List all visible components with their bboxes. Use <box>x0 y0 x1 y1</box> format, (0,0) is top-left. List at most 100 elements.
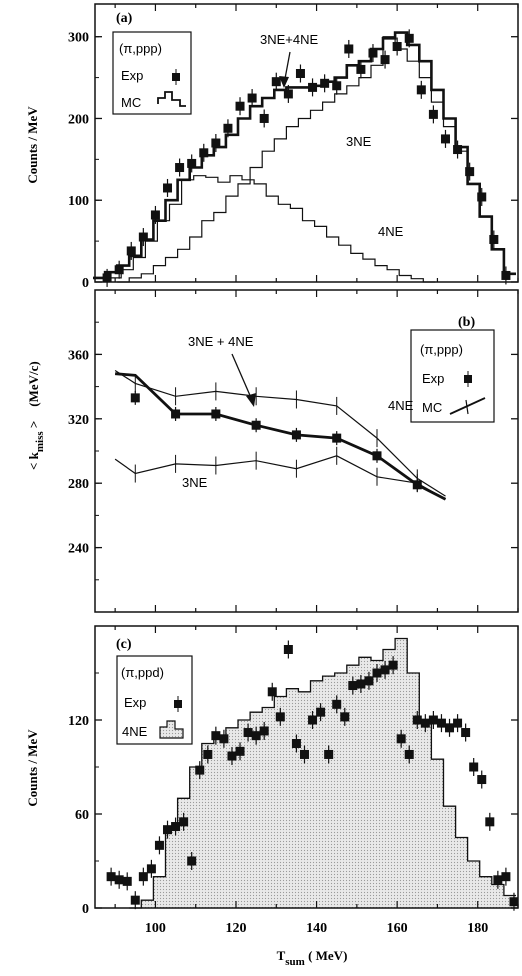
annotation-3ne: 3NE <box>346 134 372 149</box>
exp-point <box>150 210 160 220</box>
exp-point <box>211 138 221 148</box>
y-axis-label: Counts / MeV <box>25 729 40 807</box>
exp-point <box>251 731 261 741</box>
exp-point <box>308 715 318 725</box>
exp-point <box>412 715 422 725</box>
legend-mc-marker <box>159 720 184 739</box>
y-axis-label-sub: miss <box>34 431 46 453</box>
exp-point <box>267 687 277 697</box>
exp-point <box>420 718 430 728</box>
exp-point <box>154 840 164 850</box>
panel-label: (a) <box>116 11 133 26</box>
exp-point <box>461 728 471 738</box>
exp-point <box>211 409 221 419</box>
y-tick-label: 280 <box>68 477 89 492</box>
y-tick-label: 300 <box>68 31 89 46</box>
exp-point <box>271 77 281 87</box>
exp-point <box>223 123 233 133</box>
exp-point <box>163 183 173 193</box>
exp-point <box>251 420 261 430</box>
exp-point <box>469 762 479 772</box>
mc-3ne-histogram <box>117 36 516 283</box>
exp-point <box>299 749 309 759</box>
exp-point <box>211 731 221 741</box>
exp-point <box>275 712 285 722</box>
y-tick-label: 0 <box>82 902 89 917</box>
exp-point <box>114 265 124 275</box>
exp-point <box>126 246 136 256</box>
exp-point <box>501 270 511 280</box>
annotation-3ne-4ne: 3NE + 4NE <box>188 334 254 349</box>
exp-point <box>283 89 293 99</box>
legend-title: (π,ppd) <box>121 665 164 680</box>
exp-point <box>372 451 382 461</box>
exp-point <box>195 765 205 775</box>
legend-mc-label: MC <box>422 400 442 415</box>
y-axis-label: < kmiss > <box>26 421 46 470</box>
y-axis-label-close: > <box>26 421 41 432</box>
y-tick-label: 60 <box>75 808 89 823</box>
legend-mc-label: 4NE <box>122 724 148 739</box>
exp-point <box>179 817 189 827</box>
panel-c: 0 60 120 100 120 140 160 180 (c) (π,ppd) Exp 4NE Cou… <box>25 625 519 968</box>
exp-point <box>477 192 487 202</box>
exp-point <box>428 109 438 119</box>
exp-point <box>501 872 511 882</box>
x-tick-label: 100 <box>145 921 166 936</box>
exp-point <box>138 872 148 882</box>
exp-point <box>247 93 257 103</box>
exp-point <box>227 751 237 761</box>
exp-point <box>163 825 173 835</box>
annotation-3ne: 3NE <box>182 475 208 490</box>
exp-point <box>203 749 213 759</box>
exp-point <box>130 393 140 403</box>
exp-point <box>412 480 422 490</box>
exp-point <box>493 875 503 885</box>
exp-point <box>404 33 414 43</box>
legend-box <box>410 329 495 423</box>
y-tick-label: 200 <box>68 112 89 127</box>
exp-point <box>122 876 132 886</box>
y-axis-unit: (MeV/c) <box>26 361 41 406</box>
exp-point <box>344 44 354 54</box>
exp-point <box>356 679 366 689</box>
annotation-4ne: 4NE <box>388 398 414 413</box>
x-axis-label: Tsum ( MeV) <box>277 948 348 968</box>
y-tick-label: 120 <box>68 714 89 729</box>
exp-point <box>509 897 519 907</box>
mc-3ne-line <box>114 455 446 500</box>
exp-point <box>243 728 253 738</box>
exp-point <box>392 42 402 52</box>
exp-point <box>171 409 181 419</box>
exp-point <box>235 101 245 111</box>
exp-point <box>440 134 450 144</box>
x-axis-label-t: T <box>277 948 286 963</box>
y-axis-label-k: < k <box>26 451 41 470</box>
legend-mc-errorbar <box>465 399 469 415</box>
exp-point <box>388 660 398 670</box>
x-tick-label: 120 <box>226 921 247 936</box>
exp-point <box>364 676 374 686</box>
y-tick-label: 100 <box>68 194 89 209</box>
exp-point <box>316 707 326 717</box>
exp-point <box>308 82 318 92</box>
exp-point <box>453 145 463 155</box>
y-tick-label: 0 <box>82 276 89 291</box>
exp-point <box>259 726 269 736</box>
exp-point <box>380 665 390 675</box>
exp-point <box>295 69 305 78</box>
exp-point <box>436 718 446 728</box>
legend-mc-label: MC <box>121 95 141 110</box>
exp-point <box>175 163 185 173</box>
panel-label: (c) <box>116 637 132 652</box>
exp-point <box>445 723 455 733</box>
exp-point <box>453 718 463 728</box>
exp-point <box>171 822 181 832</box>
legend-exp-label: Exp <box>121 68 143 83</box>
exp-point <box>477 775 487 785</box>
exp-point <box>291 739 301 748</box>
exp-point <box>489 234 499 244</box>
exp-point <box>465 167 475 177</box>
exp-point <box>106 872 116 882</box>
exp-point <box>332 433 342 443</box>
